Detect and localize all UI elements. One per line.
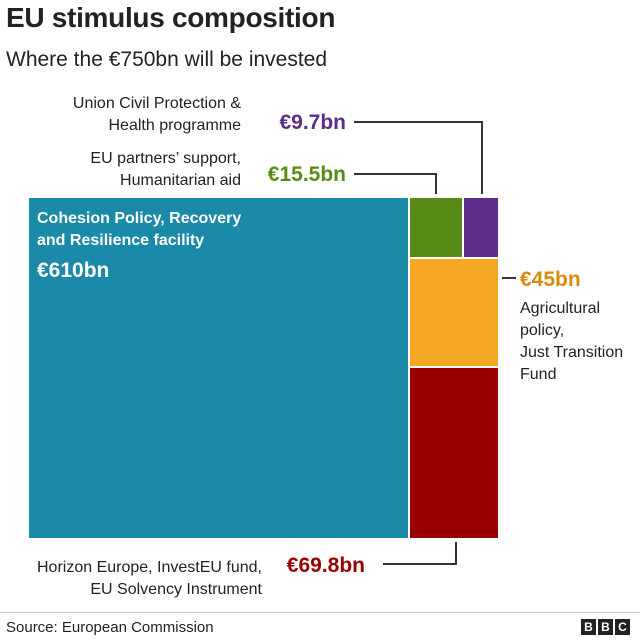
treemap-block-horizon	[410, 368, 498, 538]
connector-line	[354, 121, 483, 194]
footer-divider	[0, 612, 640, 613]
chart-title: EU stimulus composition	[6, 2, 336, 33]
data-label: €45bn	[520, 268, 581, 291]
segment-label: Humanitarian aid	[120, 172, 241, 189]
bbc-logo-letter: B	[598, 619, 613, 635]
data-label: €610bn	[37, 259, 109, 282]
segment-label: Fund	[520, 366, 556, 383]
treemap-block-civil	[464, 198, 498, 257]
treemap-block-agri	[410, 259, 498, 366]
data-label: €15.5bn	[268, 163, 346, 186]
bbc-logo-letter: B	[581, 619, 596, 635]
chart-subtitle: Where the €750bn will be invested	[6, 48, 328, 71]
data-label: €69.8bn	[287, 554, 365, 577]
treemap-block-partners	[410, 198, 462, 257]
data-label: €9.7bn	[279, 111, 346, 134]
treemap-chart: Cohesion Policy, Recovery and Resilience …	[29, 95, 623, 598]
segment-label: Cohesion Policy, Recovery	[37, 210, 241, 227]
treemap-block-cohesion	[29, 198, 408, 538]
connector-line	[383, 542, 457, 565]
segment-label: Agricultural	[520, 300, 600, 317]
segment-label: and Resilience facility	[37, 232, 204, 249]
segment-label: Union Civil Protection &	[73, 95, 241, 112]
connector-line	[354, 173, 437, 194]
segment-label: Just Transition	[520, 344, 623, 361]
segment-label: EU Solvency Instrument	[90, 581, 262, 598]
segment-label: Horizon Europe, InvestEU fund,	[37, 559, 262, 576]
segment-label: EU partners’ support,	[90, 150, 241, 167]
source-note: Source: European Commission	[6, 619, 214, 636]
bbc-logo-letter: C	[615, 619, 630, 635]
segment-label: policy,	[520, 322, 564, 339]
segment-label: Health programme	[109, 117, 242, 134]
bbc-logo: B B C	[581, 619, 630, 635]
